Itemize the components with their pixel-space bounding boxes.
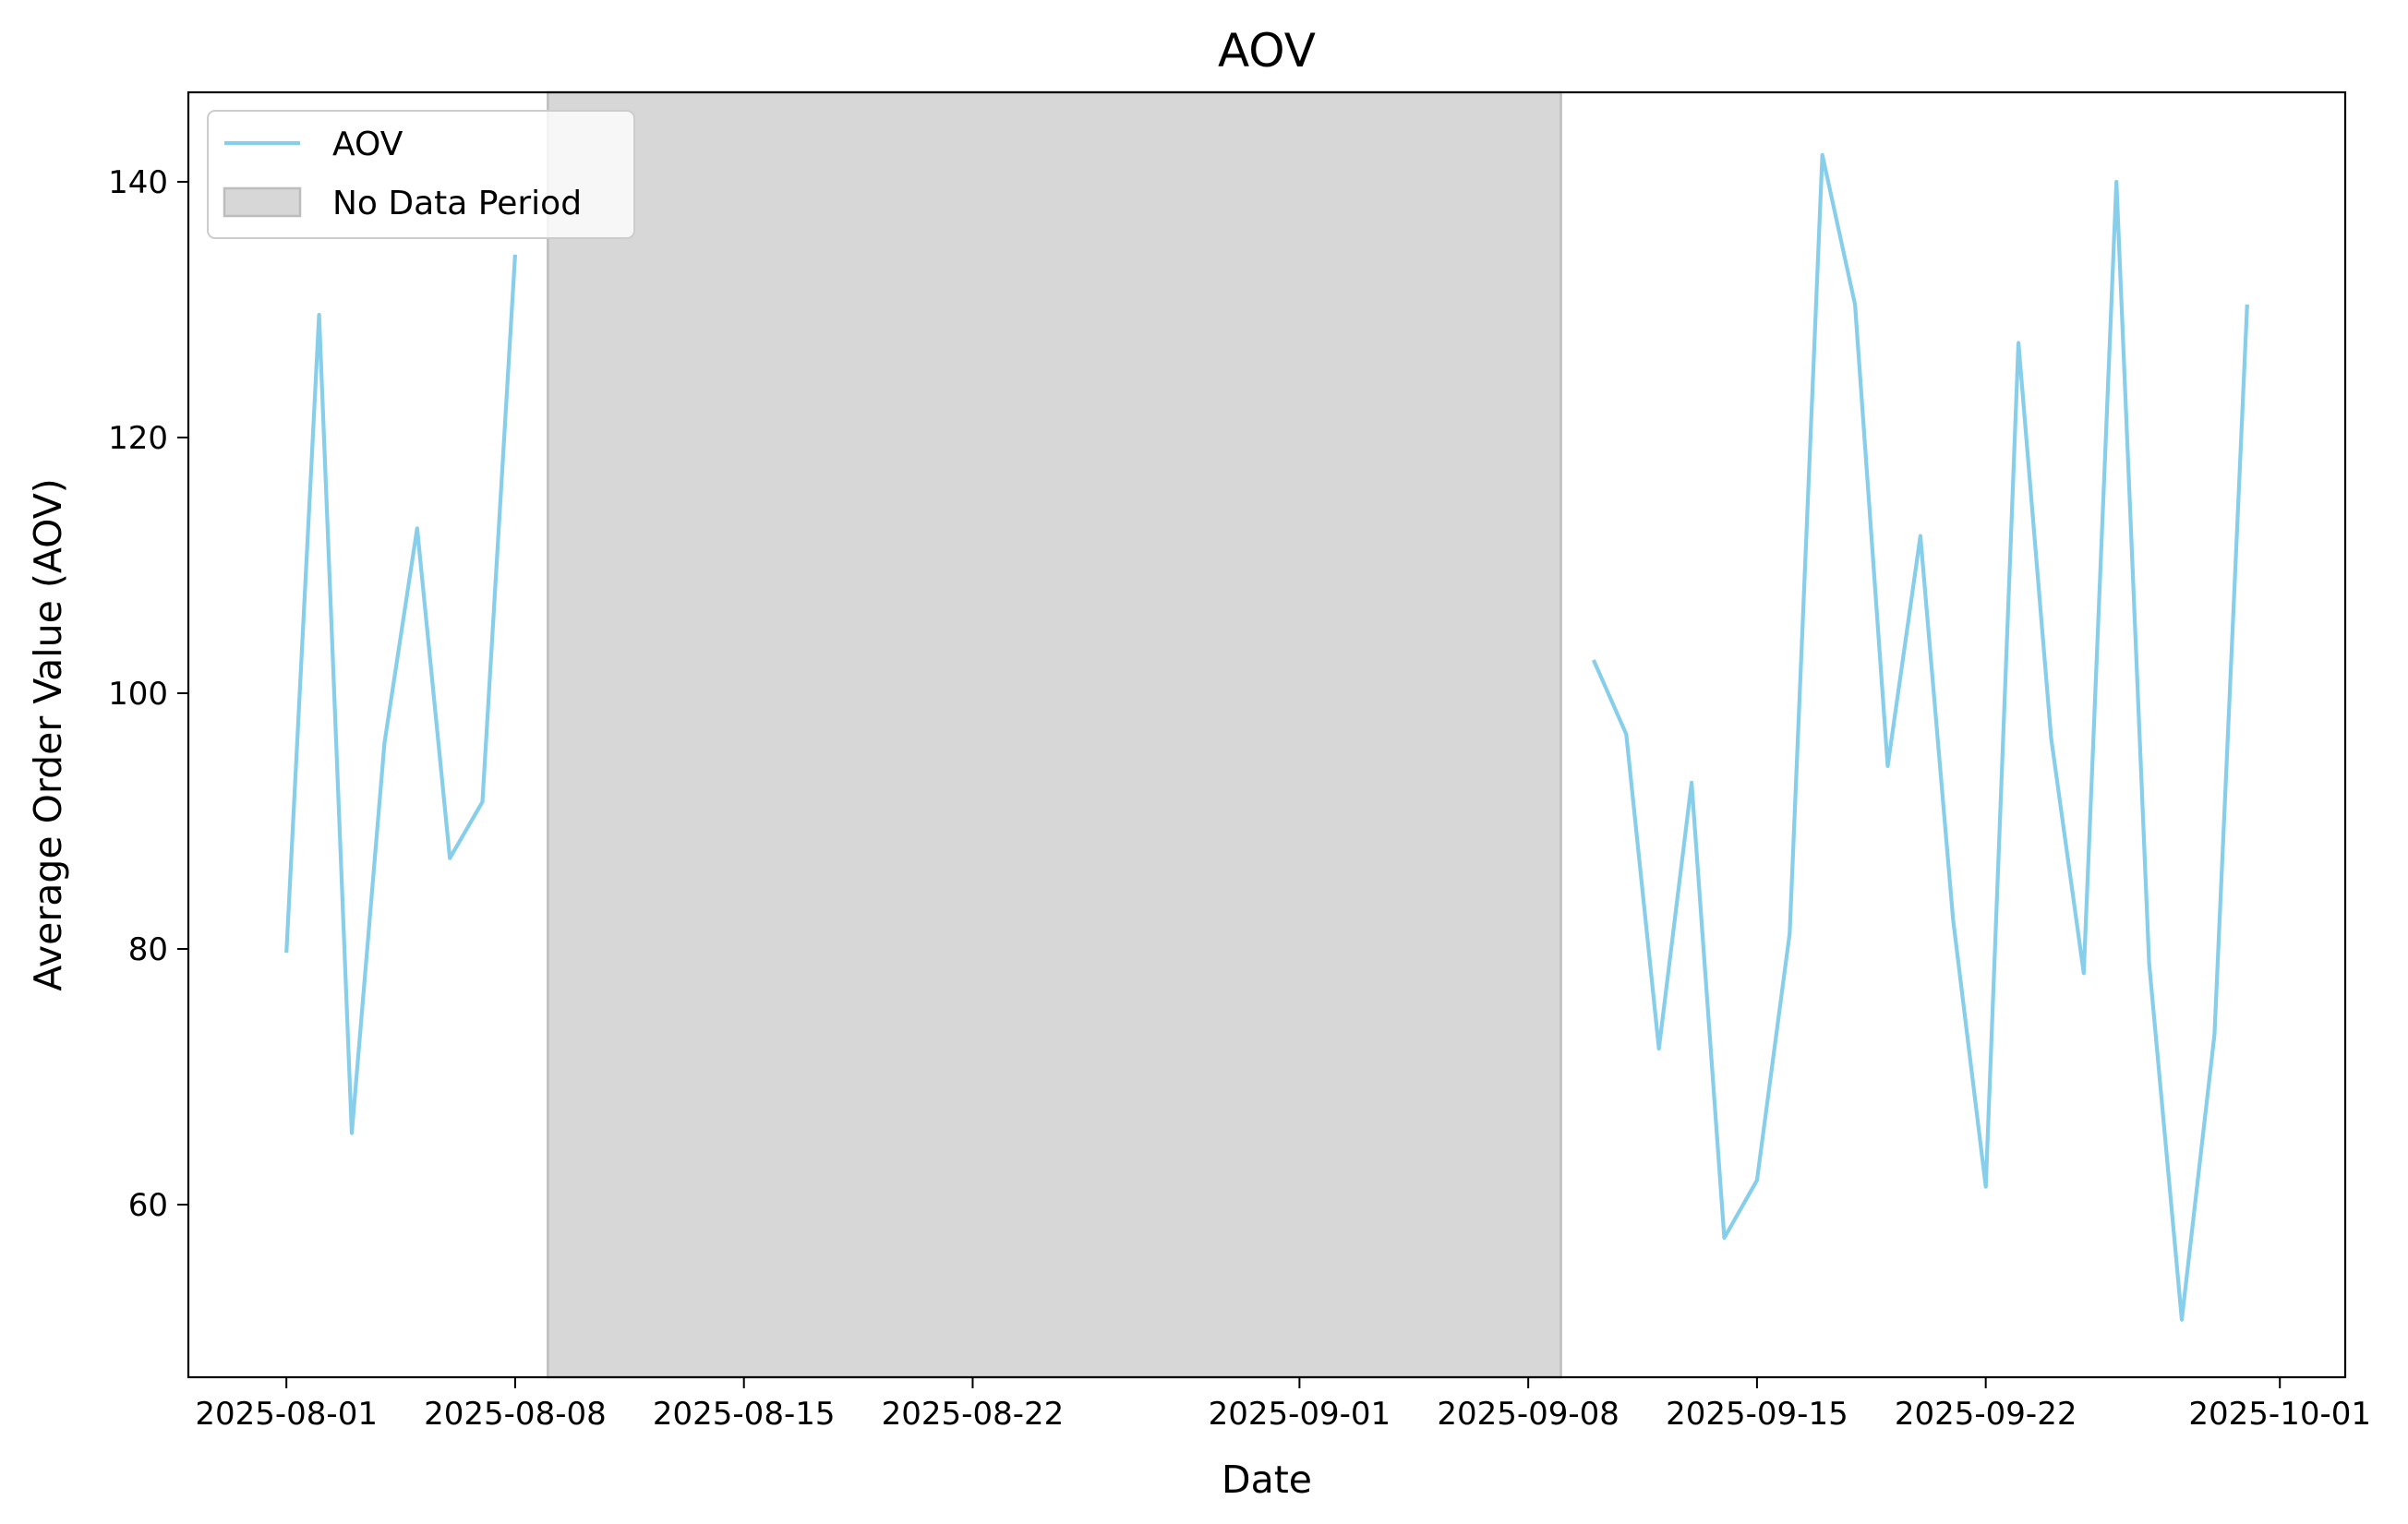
series-lines bbox=[284, 152, 2249, 1322]
shaded-regions bbox=[547, 90, 1562, 1379]
chart-title: AOV bbox=[1218, 24, 1316, 78]
x-axis-ticks: 2025-08-01 2025-08-08 2025-08-15 2025-08-22… bbox=[195, 1377, 2371, 1433]
x-axis-label: Date bbox=[1222, 1458, 1312, 1502]
x-tick-label: 2025-08-22 bbox=[882, 1396, 1065, 1433]
x-tick-label: 2025-10-01 bbox=[2188, 1396, 2371, 1433]
y-tick-label: 140 bbox=[108, 164, 168, 201]
legend-label: No Data Period bbox=[332, 185, 582, 222]
y-tick-label: 60 bbox=[128, 1187, 168, 1224]
x-tick-label: 2025-09-15 bbox=[1666, 1396, 1848, 1433]
x-tick-label: 2025-08-15 bbox=[653, 1396, 836, 1433]
legend-label: AOV bbox=[332, 126, 403, 163]
y-tick-label: 100 bbox=[108, 676, 168, 713]
x-tick-label: 2025-09-22 bbox=[1895, 1396, 2077, 1433]
series-line-segment-0 bbox=[284, 254, 517, 1135]
legend-patch-swatch bbox=[223, 186, 302, 218]
series-line-segment-1 bbox=[1591, 152, 2249, 1322]
x-tick-label: 2025-08-08 bbox=[424, 1396, 607, 1433]
x-tick-label: 2025-08-01 bbox=[195, 1396, 378, 1433]
shaded-region-0 bbox=[547, 90, 1562, 1379]
x-tick-label: 2025-09-01 bbox=[1209, 1396, 1391, 1433]
x-tick-label: 2025-09-08 bbox=[1437, 1396, 1619, 1433]
y-axis-ticks: 60 80 100 120 140 bbox=[108, 164, 188, 1224]
legend-box bbox=[207, 110, 635, 239]
plot-frame bbox=[187, 90, 2347, 1379]
y-tick-label: 120 bbox=[108, 420, 168, 457]
y-axis-label: Average Order Value (AOV) bbox=[26, 478, 70, 990]
y-tick-label: 80 bbox=[128, 931, 168, 968]
legend: AOV No Data Period bbox=[207, 110, 635, 239]
